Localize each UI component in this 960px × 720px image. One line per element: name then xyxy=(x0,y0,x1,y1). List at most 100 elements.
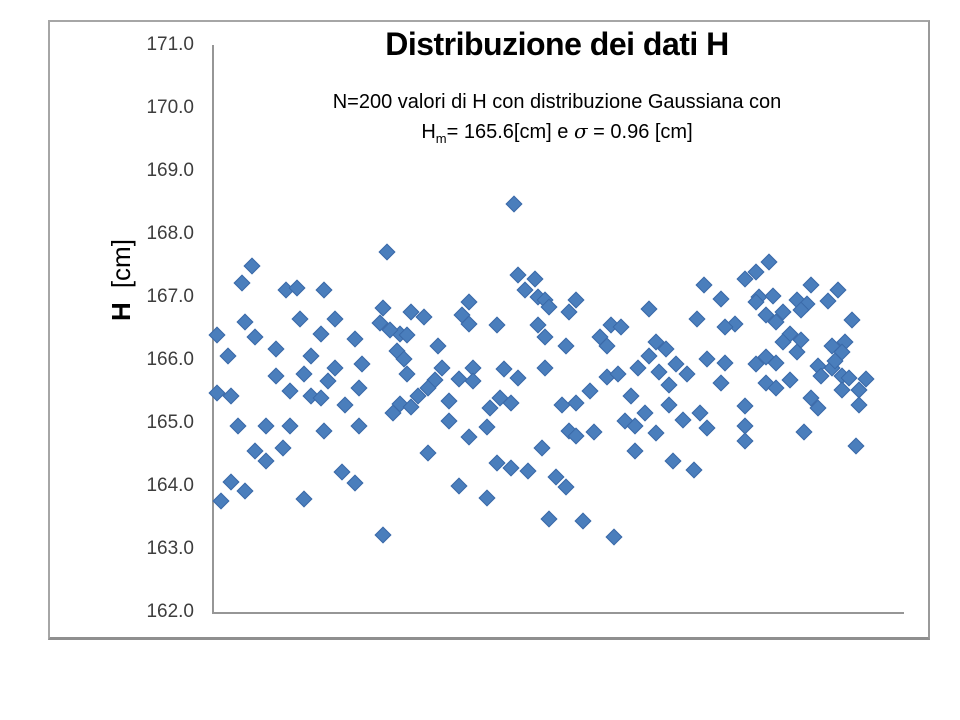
scatter-point xyxy=(622,387,640,405)
scatter-point xyxy=(291,310,309,328)
scatter-point xyxy=(243,257,261,274)
scatter-point xyxy=(660,376,678,394)
scatter-point xyxy=(795,423,813,441)
scatter-point xyxy=(581,382,599,400)
y-axis-tick-label: 168.0 xyxy=(146,223,194,244)
scatter-point xyxy=(760,253,778,271)
scatter-point xyxy=(605,528,623,546)
scatter-point xyxy=(478,489,496,507)
sigma-symbol: σ xyxy=(573,119,588,143)
scatter-point xyxy=(736,397,754,415)
scatter-point xyxy=(519,462,537,480)
scatter-point xyxy=(698,350,716,368)
slide-frame xyxy=(48,20,930,640)
scatter-point xyxy=(567,394,585,412)
scatter-point xyxy=(847,437,865,455)
scatter-point xyxy=(257,452,275,470)
scatter-point xyxy=(764,287,782,305)
scatter-point xyxy=(536,359,554,377)
scatter-point xyxy=(374,526,392,543)
scatter-point xyxy=(419,444,437,462)
scatter-point xyxy=(222,387,240,405)
plot-area xyxy=(208,45,904,614)
scatter-point xyxy=(553,396,571,414)
y-axis-tick-label: 169.0 xyxy=(146,160,194,181)
scatter-point xyxy=(716,354,734,372)
scatter-point xyxy=(533,439,551,457)
scatter-point xyxy=(208,326,226,344)
scatter-point xyxy=(326,310,344,328)
scatter-point xyxy=(212,492,230,510)
y-axis-tick-label: 170.0 xyxy=(146,97,194,118)
scatter-point xyxy=(440,392,458,410)
scatter-point xyxy=(222,473,240,491)
scatter-point xyxy=(488,316,506,334)
scatter-point xyxy=(219,347,237,365)
scatter-point xyxy=(295,365,313,383)
scatter-point xyxy=(664,452,682,470)
scatter-point xyxy=(229,417,247,435)
y-axis-tick-label: 163.0 xyxy=(146,538,194,559)
scatter-point xyxy=(464,372,482,390)
scatter-point xyxy=(557,337,575,354)
scatter-point xyxy=(336,396,354,414)
scatter-point xyxy=(626,442,644,460)
scatter-point xyxy=(647,424,665,442)
scatter-point xyxy=(505,195,523,213)
scatter-point xyxy=(450,477,468,495)
scatter-point xyxy=(850,396,868,414)
scatter-point xyxy=(374,299,392,317)
scatter-point xyxy=(685,461,703,479)
scatter-point xyxy=(495,360,513,378)
subtitle-line-2: Hm= 165.6[cm] e σ = 0.96 [cm] xyxy=(192,117,922,153)
scatter-point xyxy=(281,417,299,435)
scatter-point xyxy=(295,490,313,508)
scatter-point xyxy=(629,359,647,377)
y-axis-tick-label: 171.0 xyxy=(146,34,194,55)
scatter-point xyxy=(208,384,226,402)
scatter-point xyxy=(688,310,706,328)
scatter-point xyxy=(236,313,254,331)
scatter-point xyxy=(315,422,333,440)
scatter-point xyxy=(712,290,730,308)
scatter-point xyxy=(333,463,351,480)
scatter-point xyxy=(257,417,275,435)
subtitle-line-1: N=200 valori di H con distribuzione Gaus… xyxy=(332,91,782,113)
scatter-point xyxy=(267,340,285,358)
scatter-point xyxy=(650,363,668,381)
scatter-point xyxy=(781,371,799,389)
scatter-point xyxy=(736,417,754,435)
scatter-point xyxy=(678,365,696,383)
scatter-point xyxy=(802,276,820,294)
y-axis-tick-label: 165.0 xyxy=(146,412,194,433)
scatter-point xyxy=(346,474,364,492)
scatter-point xyxy=(460,428,478,446)
scatter-point xyxy=(233,274,251,292)
scatter-point xyxy=(640,300,658,318)
chart-subtitle: N=200 valori di H con distribuzione Gaus… xyxy=(192,88,922,153)
subtitle-h-symbol: H xyxy=(421,121,436,143)
scatter-point xyxy=(267,367,285,385)
y-axis-tick-label: 162.0 xyxy=(146,601,194,622)
scatter-point xyxy=(478,418,496,436)
scatter-point xyxy=(585,423,602,441)
scatter-point xyxy=(636,404,654,422)
scatter-point xyxy=(509,369,527,387)
scatter-point xyxy=(350,379,368,397)
scatter-point xyxy=(540,510,558,528)
scatter-point xyxy=(236,482,254,500)
scatter-point xyxy=(660,396,678,414)
scatter-point xyxy=(695,276,713,294)
scatter-point xyxy=(674,411,692,429)
scatter-point xyxy=(350,417,368,435)
scatter-point xyxy=(281,382,299,400)
scatter-point xyxy=(315,281,333,299)
scatter-point xyxy=(246,328,264,346)
scatter-point xyxy=(274,439,292,457)
scatter-point xyxy=(429,337,447,354)
scatter-point xyxy=(509,266,527,284)
scatter-point xyxy=(312,325,330,343)
scatter-point xyxy=(353,355,371,373)
chart-title: Distribuzione dei dati H xyxy=(385,26,729,62)
